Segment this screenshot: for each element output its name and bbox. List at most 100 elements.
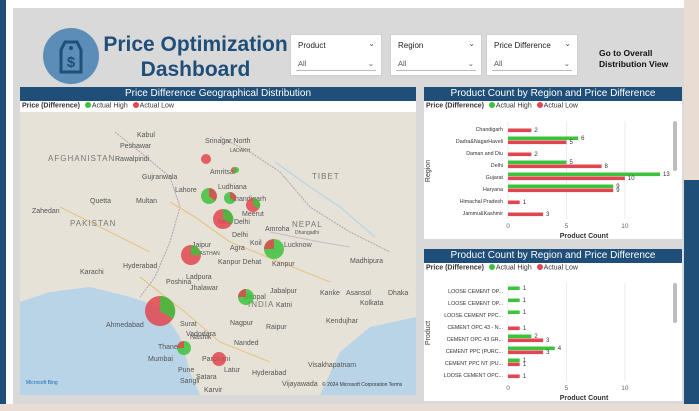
place-label: Ludhiana (218, 184, 247, 191)
bubble-uttar-pradesh[interactable] (264, 239, 284, 259)
place-label: Nashik (190, 334, 212, 341)
legend-high-dot (488, 102, 495, 108)
product-bar-chart-svg: 0 5 10 LOOSE CEMENT OP... 1 LOOSE CEMENT OP..… (425, 283, 629, 401)
place-label: Lucknow (284, 242, 312, 249)
place-label: Mumbai (148, 356, 173, 363)
region-dropdown-value: All (398, 59, 407, 68)
place-label: Zahedan (32, 208, 60, 215)
price-difference-slicer[interactable]: Price Difference ⌄ All ⌄ (486, 34, 578, 76)
data-label: 1 (523, 298, 527, 304)
place-label: Jabalpur (270, 288, 297, 295)
place-label: Raipur (266, 324, 287, 331)
legend-low-dot (536, 102, 543, 108)
map-legend: Price (Difference) Actual High Actual Lo… (22, 102, 174, 110)
bar-actual-low (508, 128, 532, 133)
product-slicer[interactable]: Product ⌄ All ⌄ (290, 34, 382, 76)
x-tick-label: 5 (565, 385, 569, 392)
data-label: 1 (523, 286, 527, 292)
data-label: 5 (569, 160, 573, 166)
bubble-delhi[interactable] (213, 208, 234, 229)
bar-actual-high (508, 310, 520, 315)
category-label: Himachal Pradesh (460, 199, 503, 205)
chevron-down-icon: ⌄ (564, 39, 571, 48)
place-label: Amroha (265, 226, 290, 233)
product-chart-title: Product Count by Region and Price Differ… (424, 249, 682, 263)
place-label: Jaipur (192, 242, 212, 249)
region-chart: 0 5 10 Chandigarh 2 Dadra&NagarHaveli 6 5 Daman … (424, 101, 682, 239)
price-difference-dropdown-value: All (494, 59, 503, 68)
bubble-chandigarh[interactable] (224, 192, 236, 204)
country-label: AFGHANISTAN (48, 154, 116, 163)
bar-actual-low (508, 140, 567, 145)
product-chart-scrollbar[interactable] (673, 283, 677, 323)
bubble-himachal[interactable] (231, 167, 239, 173)
category-label: Gujarat (486, 175, 504, 181)
category-label: Daman and Diu (466, 151, 503, 157)
map-copyright[interactable]: © 2024 Microsoft Corporation Terms (322, 382, 403, 388)
x-axis-title: Product Count (560, 233, 609, 239)
product-chart-legend: Price (Difference) Actual High Actual Lo… (426, 264, 578, 272)
place-label: Latur (224, 367, 240, 374)
chevron-down-icon: ⌄ (367, 59, 374, 68)
bubble-rajasthan[interactable] (181, 245, 201, 265)
bubble-maharashtra[interactable] (212, 352, 226, 366)
category-label: CEMENT PPC NT (PU... (445, 361, 503, 367)
bar-actual-low (508, 200, 520, 205)
x-tick-label: 5 (565, 223, 569, 230)
y-axis-title: Region (425, 160, 432, 182)
category-label: LOOSE CEMENT OPC... (444, 373, 503, 379)
data-label: 6 (581, 136, 585, 142)
x-tick-label: 0 (506, 223, 510, 230)
price-difference-dropdown[interactable]: All ⌄ (492, 57, 572, 71)
legend-low-label: Actual Low (139, 102, 174, 110)
bubble-daman[interactable] (177, 341, 191, 355)
category-label: CEMENT OPC 43 GR... (447, 337, 503, 343)
place-label: Kabul (137, 132, 155, 139)
product-dropdown[interactable]: All ⌄ (296, 57, 376, 71)
bubble-punjab[interactable] (201, 188, 217, 204)
data-label: 2 (534, 152, 538, 158)
bubble-gujarat[interactable] (145, 295, 176, 326)
data-label: 2 (534, 334, 538, 340)
place-label: Ladpura (186, 274, 212, 281)
bubble-madhya-pradesh[interactable] (238, 289, 254, 305)
place-label: Ahmedabad (106, 322, 144, 329)
place-label: Thane (158, 344, 178, 351)
place-label: Srinagar North (205, 138, 251, 145)
place-label: Agra (230, 245, 245, 252)
bubble-jammu[interactable] (201, 154, 211, 164)
country-label: PAKISTAN (70, 219, 117, 228)
category-label: Haryana (483, 187, 503, 193)
legend-low-dot (132, 102, 139, 108)
bubble-haryana[interactable] (246, 197, 261, 212)
place-label: Kolkata (360, 300, 384, 307)
place-label: Jhalawar (190, 285, 219, 292)
category-label: Delhi (491, 163, 503, 169)
place-label: Dhangadhi (295, 230, 320, 236)
region-slicer[interactable]: Region ⌄ All ⌄ (390, 34, 482, 76)
place-label: RAJASTHAN (190, 251, 220, 257)
data-label: 4 (558, 346, 562, 352)
region-dropdown[interactable]: All ⌄ (396, 57, 476, 71)
x-axis-title: Product Count (560, 395, 609, 401)
dashboard-title: Price Optimization Dashboard (103, 33, 288, 81)
go-to-overall-view-button[interactable]: Go to Overall Distribution View (599, 48, 669, 69)
data-label: 13 (663, 172, 670, 178)
data-label: 1 (523, 374, 527, 380)
place-label: Dhaka (388, 290, 409, 297)
category-label: LOOSE CEMENT OP... (448, 301, 503, 307)
map-legend-bar (20, 101, 416, 112)
bar-actual-low (508, 374, 520, 379)
data-label: 1 (523, 200, 527, 206)
bar-actual-high (508, 184, 614, 189)
place-label: Kendujhar (326, 318, 358, 325)
product-dropdown-value: All (298, 59, 307, 68)
place-label: Hyderabad (252, 370, 287, 377)
region-chart-scrollbar[interactable] (673, 121, 677, 171)
data-label: 2 (534, 128, 538, 134)
place-label: Sangli (180, 378, 200, 385)
geographic-map[interactable]: AFGHANISTAN PAKISTAN NEPAL INDIA TIBET K… (20, 112, 416, 395)
bar-actual-low (508, 326, 520, 331)
data-label: 8 (605, 164, 609, 170)
bar-actual-high (508, 346, 555, 351)
